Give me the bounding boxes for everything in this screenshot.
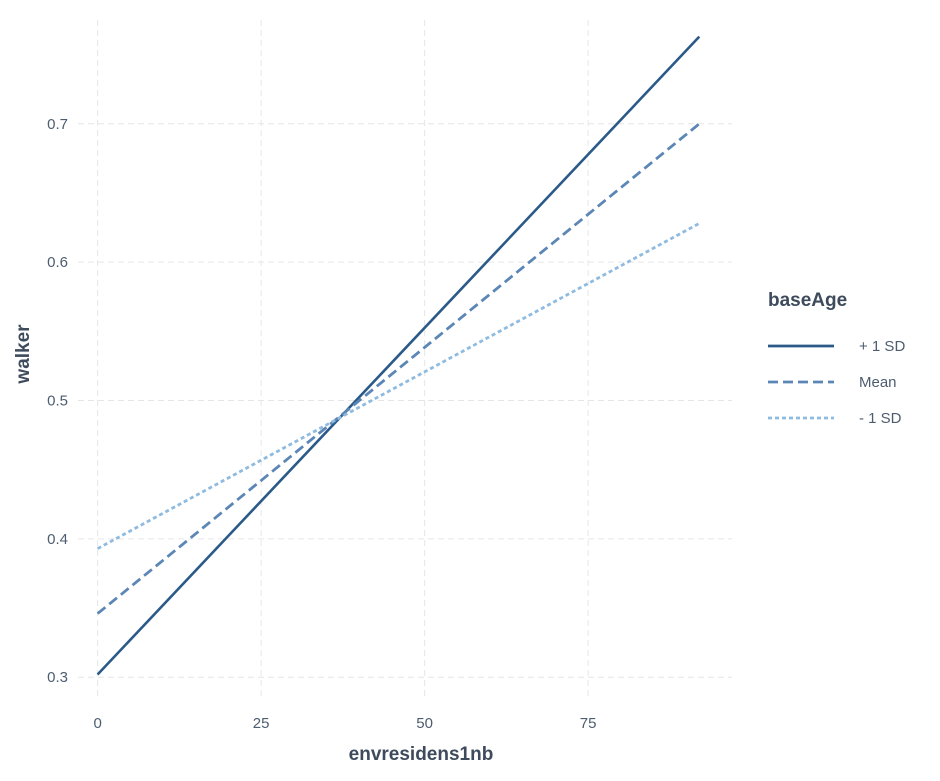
- legend-label-3: - 1 SD: [859, 410, 902, 427]
- legend-label-2: Mean: [859, 374, 897, 391]
- y-tick-label: 0.3: [47, 669, 68, 686]
- y-tick-label: 0.5: [47, 393, 68, 410]
- x-tick-label: 0: [93, 715, 101, 732]
- series-line-2: [96, 122, 701, 615]
- legend-title: baseAge: [768, 290, 847, 311]
- x-tick-label: 75: [580, 715, 597, 732]
- legend-label-1: + 1 SD: [859, 338, 905, 355]
- y-tick-label: 0.7: [47, 116, 68, 133]
- grid-layer: [78, 20, 732, 698]
- y-tick-label: 0.6: [47, 254, 68, 271]
- tick-layer: 0 25 50 75 0.3 0.4 0.5 0.6 0.7: [47, 116, 596, 732]
- y-tick-label: 0.4: [47, 531, 68, 548]
- series-line-1: [96, 35, 701, 676]
- x-tick-label: 25: [253, 715, 270, 732]
- series-layer: [96, 35, 701, 676]
- x-tick-label: 50: [416, 715, 433, 732]
- y-axis-title: walker: [13, 324, 34, 385]
- legend: baseAge + 1 SD Mean - 1 SD: [768, 290, 905, 427]
- x-axis-title: envresidens1nb: [349, 744, 494, 765]
- series-line-3: [96, 222, 700, 550]
- legend-items: + 1 SD Mean - 1 SD: [768, 338, 905, 427]
